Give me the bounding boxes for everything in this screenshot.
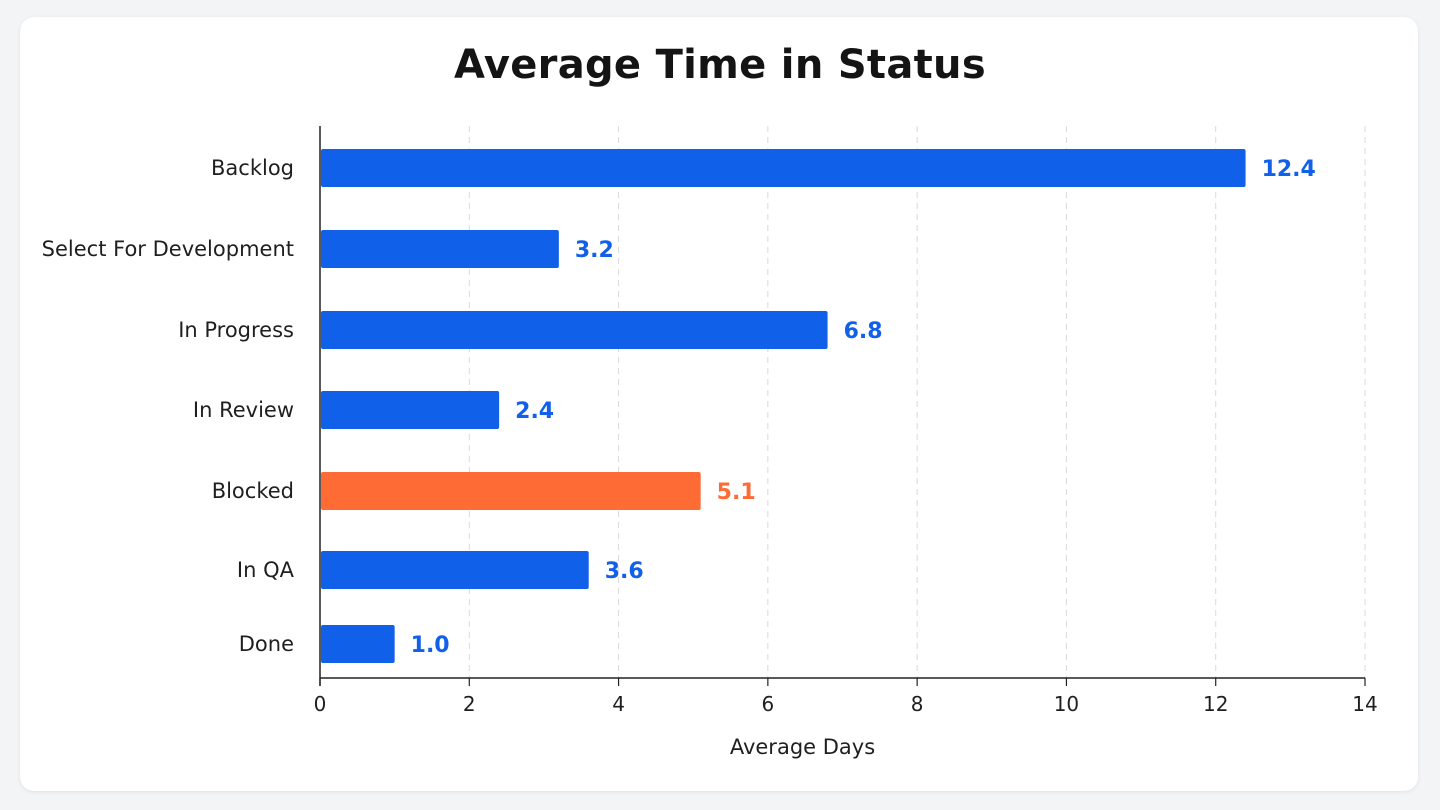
x-tick-label: 0 xyxy=(314,692,327,716)
category-label: In QA xyxy=(237,558,295,582)
category-label: In Progress xyxy=(178,318,294,342)
bars-group xyxy=(321,149,1246,663)
bar xyxy=(321,391,500,429)
value-label: 3.6 xyxy=(605,559,644,584)
category-label: Backlog xyxy=(211,156,294,180)
category-label: Blocked xyxy=(212,479,294,503)
x-axis-title: Average Days xyxy=(730,735,875,759)
category-label: Done xyxy=(239,632,294,656)
value-label: 2.4 xyxy=(515,399,554,424)
x-tick-label: 8 xyxy=(911,692,924,716)
bar xyxy=(321,230,559,268)
category-label: In Review xyxy=(193,398,294,422)
x-tick-label: 10 xyxy=(1054,692,1079,716)
axes-group xyxy=(319,126,1366,686)
x-tick-label: 6 xyxy=(761,692,774,716)
x-tick-label: 2 xyxy=(463,692,476,716)
labels-group: 0 2 4 6 8 10 12 14 Backlog 12.4 Select For Develop… xyxy=(42,156,1378,716)
value-label: 1.0 xyxy=(411,633,450,658)
grid-lines xyxy=(468,126,1366,678)
category-label: Select For Development xyxy=(42,237,294,261)
value-label: 12.4 xyxy=(1262,157,1316,182)
x-tick-label: 14 xyxy=(1352,692,1377,716)
bar xyxy=(321,625,395,663)
chart-title: Average Time in Status xyxy=(454,42,986,88)
value-label: 3.2 xyxy=(575,238,614,263)
bar xyxy=(321,149,1246,187)
bar xyxy=(321,311,828,349)
bar xyxy=(321,551,589,589)
value-label: 6.8 xyxy=(844,319,883,344)
x-tick-label: 4 xyxy=(612,692,625,716)
bar xyxy=(321,472,701,510)
chart-card xyxy=(20,17,1418,791)
x-tick-label: 12 xyxy=(1203,692,1228,716)
value-label: 5.1 xyxy=(717,480,756,505)
